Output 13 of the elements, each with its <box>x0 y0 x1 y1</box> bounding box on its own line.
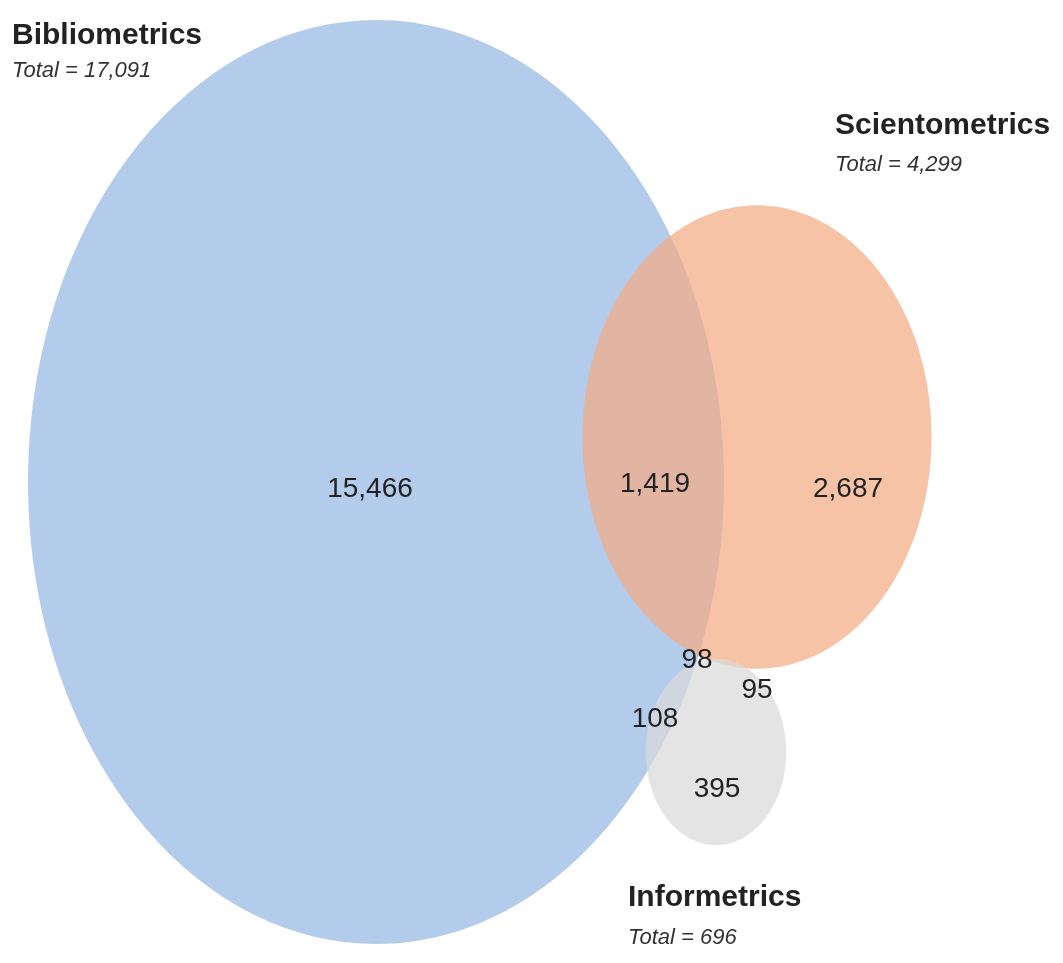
text: 108 <box>631 701 679 733</box>
text: 95 <box>741 672 773 704</box>
data-label: Total = 696 <box>628 923 738 949</box>
data-label: Total = 4,299 <box>835 150 963 176</box>
category-label: Informetrics <box>628 878 802 912</box>
category-label: Scientometrics <box>835 106 1051 140</box>
text: 15,466 <box>327 471 413 503</box>
text: 1,419 <box>619 466 691 498</box>
text: 2,687 <box>812 471 884 503</box>
text: 395 <box>693 771 741 803</box>
data-label: Total = 17,091 <box>12 56 152 82</box>
category-label: Bibliometrics <box>12 16 203 50</box>
text: 98 <box>681 642 713 674</box>
